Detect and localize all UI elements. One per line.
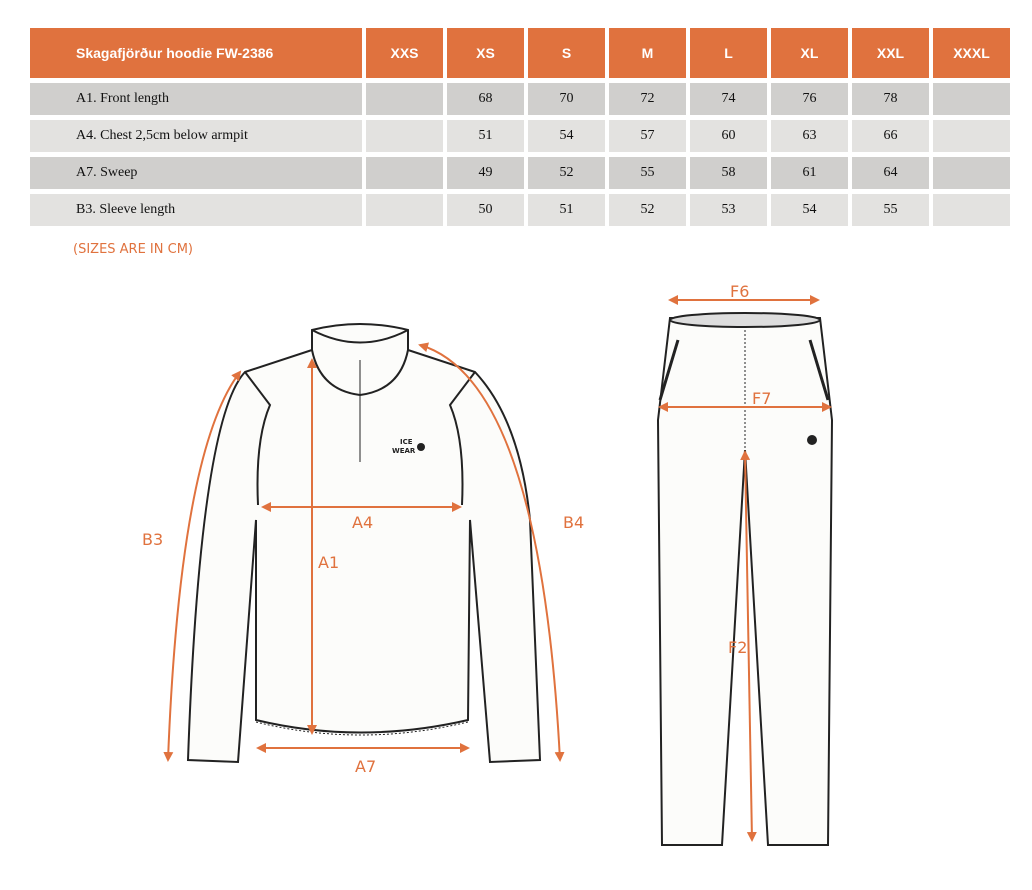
size-value-cell xyxy=(366,83,443,115)
size-value-cell: 55 xyxy=(609,157,686,189)
size-value-cell: 63 xyxy=(771,120,848,152)
svg-text:WEAR: WEAR xyxy=(392,447,416,455)
label-b3: B3 xyxy=(142,530,163,549)
size-value-cell: 55 xyxy=(852,194,929,226)
size-value-cell xyxy=(933,120,1010,152)
table-row: A1. Front length 68 70 72 74 76 78 xyxy=(30,83,1010,115)
size-value-cell: 54 xyxy=(528,120,605,152)
table-row: A4. Chest 2,5cm below armpit 51 54 57 60 63 66 xyxy=(30,120,1010,152)
measurement-arrows xyxy=(163,295,832,842)
size-header: XL xyxy=(771,28,848,78)
label-f7: F7 xyxy=(752,389,771,408)
size-value-cell: 50 xyxy=(447,194,524,226)
size-chart-table: Skagafjörður hoodie FW-2386 XXS XS S M L… xyxy=(26,23,1014,231)
top-drawing xyxy=(186,323,542,764)
size-value-cell: 57 xyxy=(609,120,686,152)
pants-drawing xyxy=(656,312,834,846)
size-header: S xyxy=(528,28,605,78)
table-header-row: Skagafjörður hoodie FW-2386 XXS XS S M L… xyxy=(30,28,1010,78)
size-value-cell: 60 xyxy=(690,120,767,152)
size-value-cell: 74 xyxy=(690,83,767,115)
size-value-cell: 51 xyxy=(447,120,524,152)
size-value-cell: 70 xyxy=(528,83,605,115)
label-b4: B4 xyxy=(563,513,584,532)
size-value-cell: 54 xyxy=(771,194,848,226)
measurement-name-cell: A4. Chest 2,5cm below armpit xyxy=(30,120,362,152)
size-value-cell xyxy=(366,120,443,152)
size-value-cell xyxy=(366,157,443,189)
label-f2: F2 xyxy=(728,638,747,657)
label-a4: A4 xyxy=(352,513,373,532)
arrow-b3 xyxy=(163,370,242,762)
size-value-cell: 78 xyxy=(852,83,929,115)
size-value-cell xyxy=(366,194,443,226)
size-value-cell: 49 xyxy=(447,157,524,189)
size-header: XXL xyxy=(852,28,929,78)
table-row: B3. Sleeve length 50 51 52 53 54 55 xyxy=(30,194,1010,226)
units-note: (SIZES ARE IN CM) xyxy=(73,242,193,257)
measurement-name-cell: A1. Front length xyxy=(30,83,362,115)
size-header: L xyxy=(690,28,767,78)
product-title-header: Skagafjörður hoodie FW-2386 xyxy=(30,28,362,78)
arrow-f2 xyxy=(740,450,757,842)
size-value-cell: 58 xyxy=(690,157,767,189)
size-header: XXS xyxy=(366,28,443,78)
table-row: A7. Sweep 49 52 55 58 61 64 xyxy=(30,157,1010,189)
size-header: M xyxy=(609,28,686,78)
size-value-cell: 53 xyxy=(690,194,767,226)
size-value-cell: 72 xyxy=(609,83,686,115)
size-value-cell xyxy=(933,157,1010,189)
label-a1: A1 xyxy=(318,553,339,572)
size-value-cell: 64 xyxy=(852,157,929,189)
size-header: XXXL xyxy=(933,28,1010,78)
size-value-cell xyxy=(933,194,1010,226)
measurement-name-cell: A7. Sweep xyxy=(30,157,362,189)
size-value-cell: 68 xyxy=(447,83,524,115)
size-value-cell: 51 xyxy=(528,194,605,226)
size-value-cell: 52 xyxy=(528,157,605,189)
measurement-name-cell: B3. Sleeve length xyxy=(30,194,362,226)
size-value-cell: 66 xyxy=(852,120,929,152)
size-value-cell: 76 xyxy=(771,83,848,115)
arrow-b4 xyxy=(418,342,565,762)
size-value-cell: 52 xyxy=(609,194,686,226)
size-header: XS xyxy=(447,28,524,78)
size-value-cell xyxy=(933,83,1010,115)
size-value-cell: 61 xyxy=(771,157,848,189)
label-a7: A7 xyxy=(355,757,376,776)
label-f6: F6 xyxy=(730,282,749,301)
svg-text:ICE: ICE xyxy=(400,438,413,446)
